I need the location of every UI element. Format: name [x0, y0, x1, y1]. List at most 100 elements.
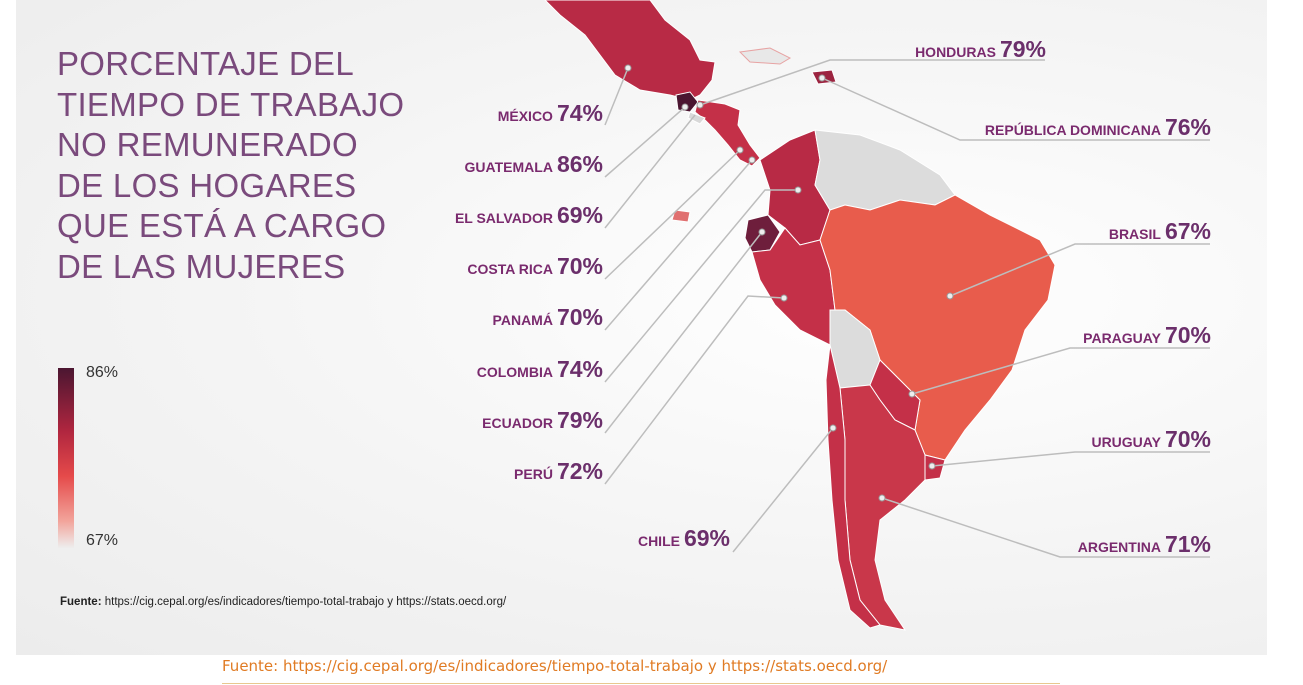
- country-value: 86%: [556, 151, 603, 177]
- country-name: COSTA RICA: [467, 261, 553, 277]
- leader-panama: [604, 159, 753, 331]
- label-el-salvador: EL SALVADOR 69%: [455, 202, 603, 229]
- latin-america-map: [544, 0, 1210, 631]
- leader-paraguay: [911, 347, 1210, 395]
- legend-min-label: 67%: [86, 532, 119, 549]
- label-brasil: BRASIL 67%: [1109, 218, 1211, 245]
- label-chile: CHILE 69%: [638, 525, 730, 552]
- country-value: 79%: [999, 36, 1046, 62]
- leader-mexico: [604, 67, 629, 126]
- leader-brasil: [949, 243, 1210, 297]
- leader-argentina: [881, 497, 1210, 558]
- country-value: 70%: [1164, 426, 1211, 452]
- caption-source: Fuente: https://cig.cepal.org/es/indicad…: [222, 657, 888, 675]
- marker-costa-rica: [736, 146, 744, 154]
- country-name: BRASIL: [1108, 226, 1161, 242]
- source-note: Fuente: https://cig.cepal.org/es/indicad…: [60, 596, 506, 608]
- label-argentina: ARGENTINA 71%: [1078, 531, 1211, 558]
- title-line: NO REMUNERADO: [57, 126, 358, 163]
- infographic-panel: [16, 0, 1267, 655]
- marker-mexico: [624, 64, 632, 72]
- country-name: MÉXICO: [497, 108, 553, 124]
- map-central-america: [694, 99, 761, 167]
- marker-uruguay: [928, 462, 936, 470]
- map-caribbean: [738, 47, 792, 65]
- country-name: PARAGUAY: [1083, 330, 1161, 346]
- marker-ecuador: [758, 228, 766, 236]
- country-name: COLOMBIA: [476, 364, 553, 380]
- marker-panama: [748, 156, 756, 164]
- label-honduras: HONDURAS 79%: [915, 36, 1046, 63]
- label-costa-rica: COSTA RICA 70%: [467, 253, 603, 280]
- country-name: ARGENTINA: [1077, 539, 1161, 555]
- country-name: REPÚBLICA DOMINICANA: [984, 122, 1161, 138]
- leader-lines: [604, 59, 1210, 558]
- map-mexico: [544, 0, 716, 101]
- country-name: GUATEMALA: [464, 159, 553, 175]
- country-value: 70%: [1164, 322, 1211, 348]
- country-value: 70%: [556, 304, 603, 330]
- country-value: 69%: [556, 202, 603, 228]
- country-value: 72%: [556, 458, 603, 484]
- caption-divider: [222, 683, 1060, 684]
- marker-argentina: [878, 494, 886, 502]
- map-galapagos: [671, 209, 691, 223]
- leader-peru: [604, 295, 785, 485]
- label-panama: PANAMÁ 70%: [493, 304, 603, 331]
- leader-costa-rica: [604, 149, 741, 280]
- map-el-salvador: [687, 111, 706, 125]
- marker-guatemala: [681, 103, 689, 111]
- marker-honduras: [696, 101, 704, 109]
- country-name: PANAMÁ: [492, 312, 553, 328]
- leader-chile: [732, 427, 834, 553]
- map-venezuela: [814, 129, 956, 211]
- marker-chile: [829, 424, 837, 432]
- country-value: 76%: [1164, 114, 1211, 140]
- label-mexico: MÉXICO 74%: [498, 100, 603, 127]
- title-line: DE LAS MUJERES: [57, 247, 346, 285]
- title-line: DE LOS HOGARES: [57, 166, 357, 204]
- country-name: HONDURAS: [915, 44, 996, 60]
- label-colombia: COLOMBIA 74%: [477, 356, 603, 383]
- country-value: 79%: [556, 407, 603, 433]
- title-line: TIEMPO DE TRABAJO: [57, 85, 405, 123]
- marker-colombia: [794, 186, 802, 194]
- label-uruguay: URUGUAY 70%: [1091, 426, 1211, 453]
- country-name: CHILE: [637, 533, 680, 549]
- marker-paraguay: [908, 390, 916, 398]
- marker-rep-dominicana: [818, 74, 826, 82]
- map-markers: [624, 64, 954, 502]
- leader-colombia: [604, 189, 798, 383]
- label-paraguay: PARAGUAY 70%: [1083, 322, 1211, 349]
- country-name: PERÚ: [514, 466, 553, 482]
- country-value: 74%: [556, 356, 603, 382]
- country-name: URUGUAY: [1091, 434, 1161, 450]
- legend-color-scale: [58, 368, 74, 548]
- label-rep-dominicana: REPÚBLICA DOMINICANA 76%: [985, 114, 1211, 141]
- leader-ecuador: [604, 231, 763, 434]
- leader-honduras: [699, 59, 1045, 106]
- source-prefix: Fuente:: [60, 596, 102, 608]
- marker-brasil: [946, 292, 954, 300]
- label-ecuador: ECUADOR 79%: [482, 407, 603, 434]
- title-line: PORCENTAJE DEL: [57, 45, 354, 82]
- marker-peru: [780, 294, 788, 302]
- source-text: https://cig.cepal.org/es/indicadores/tie…: [104, 596, 507, 608]
- leader-uruguay: [931, 451, 1210, 467]
- country-name: EL SALVADOR: [454, 210, 553, 226]
- label-peru: PERÚ 72%: [514, 458, 603, 485]
- country-value: 71%: [1164, 531, 1211, 557]
- legend-max-label: 86%: [86, 364, 119, 381]
- leader-el-salvador: [604, 114, 696, 229]
- title-line: QUE ESTÁ A CARGO: [57, 207, 387, 244]
- label-guatemala: GUATEMALA 86%: [465, 151, 603, 178]
- leader-guatemala: [604, 106, 686, 178]
- leader-rep-dominicana: [821, 77, 1210, 141]
- infographic-title: PORCENTAJE DEL TIEMPO DE TRABAJO NO REMU…: [57, 44, 437, 287]
- country-name: ECUADOR: [482, 415, 553, 431]
- country-value: 74%: [556, 100, 603, 126]
- country-value: 70%: [556, 253, 603, 279]
- map-chile: [825, 344, 881, 629]
- country-value: 69%: [683, 525, 730, 551]
- country-value: 67%: [1164, 218, 1211, 244]
